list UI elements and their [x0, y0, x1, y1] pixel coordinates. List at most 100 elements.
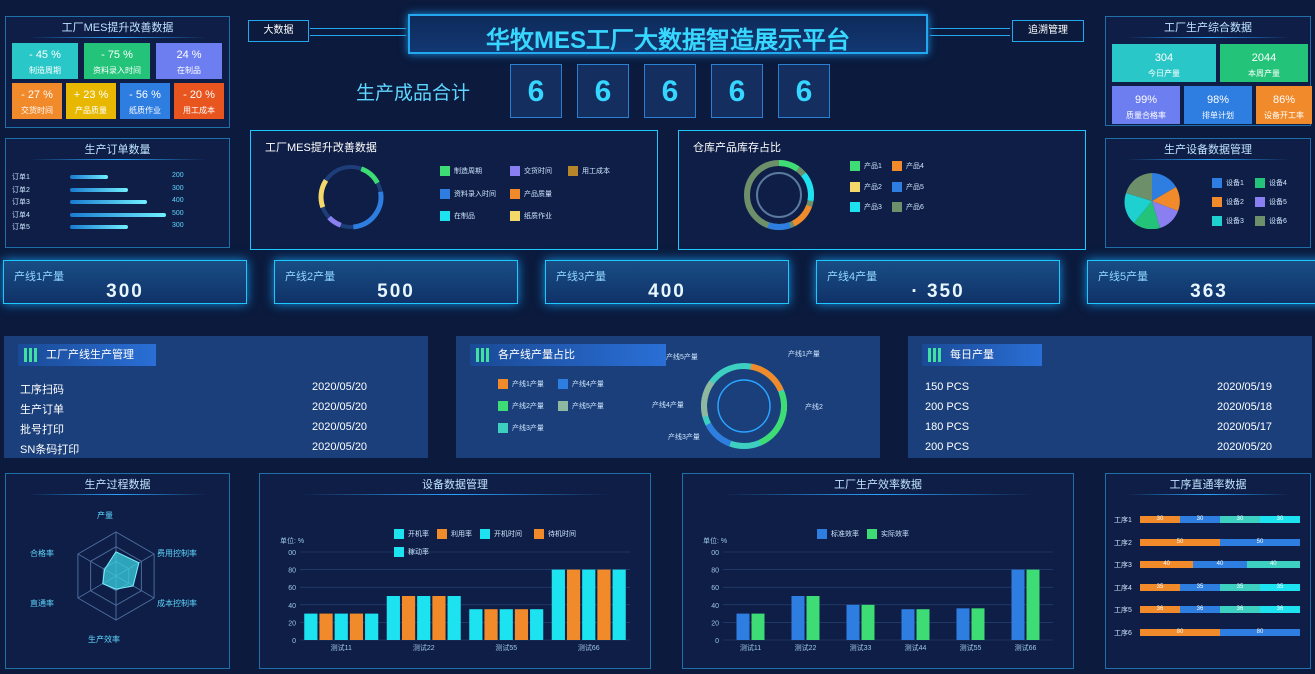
- line-share-legend-swatch: [498, 379, 508, 390]
- equipment-legend-swatch: [1255, 178, 1265, 189]
- traceability-button[interactable]: 追溯管理: [1012, 20, 1084, 42]
- factory-tile-value: 99%: [1134, 94, 1158, 106]
- improve-legend-label: 资料录入时间: [454, 191, 496, 198]
- daily-panel: 每日产量: [908, 336, 1312, 458]
- process-panel: 生产过程数据: [5, 473, 230, 669]
- radar-axis-label: 直通率: [30, 599, 54, 608]
- warehouse-legend-item: 产品5: [892, 182, 924, 193]
- bar: [432, 596, 446, 640]
- order-value: 300: [172, 184, 184, 192]
- factory-tile-value: 304: [1154, 52, 1174, 64]
- line-share-tab[interactable]: 各产线产量占比: [470, 344, 666, 366]
- bar-x-tick: 测试66: [578, 643, 600, 652]
- bar-legend-item: 开机率: [394, 529, 429, 540]
- line-share-legend-label: 产线2产量: [512, 403, 544, 410]
- page-title: 华牧MES工厂大数据智造展示平台: [485, 27, 850, 54]
- equipment-legend-item: 设备1: [1212, 178, 1244, 189]
- improve-legend-item: 产品质量: [510, 189, 552, 200]
- bar-y-tick: 40: [711, 603, 719, 610]
- improve-tile-label: 产品质量: [75, 106, 107, 115]
- improve-legend-item: 纸质作业: [510, 211, 552, 222]
- equipment-legend-item: 设备4: [1255, 178, 1287, 189]
- order-value: 400: [172, 197, 184, 204]
- total-digit: 6: [711, 64, 763, 118]
- warehouse-legend-swatch: [850, 202, 860, 213]
- bar: [334, 613, 348, 640]
- radar-axis-label: 合格率: [30, 549, 54, 558]
- radar-axis-label: 产量: [97, 511, 113, 520]
- bar: [736, 613, 750, 640]
- line-share-legend-item: 产线3产量: [498, 423, 544, 434]
- warehouse-legend-label: 产品1: [864, 163, 882, 170]
- order-value: 300: [172, 222, 184, 229]
- orders-title: 生产订单数量: [6, 141, 229, 160]
- bar-legend-item: 稼动率: [394, 547, 429, 558]
- bar: [1011, 569, 1025, 640]
- bar: [514, 609, 529, 640]
- bar: [319, 613, 333, 640]
- process-radar-chart: [77, 531, 155, 621]
- line-share-legend-swatch: [558, 401, 568, 412]
- improve-legend-label: 产品质量: [524, 191, 552, 198]
- improve-tile: - 56 % 纸质作业: [120, 83, 170, 119]
- bar: [861, 604, 875, 640]
- bar-legend-label: 利用率: [451, 531, 472, 538]
- equipment-legend-label: 设备2: [1226, 199, 1244, 206]
- improve-tile-label: 交货时间: [21, 106, 53, 115]
- improve-legend-label: 交货时间: [524, 168, 552, 175]
- factory-tile: 304 今日产量: [1112, 44, 1216, 82]
- bar-y-tick: 20: [288, 620, 296, 627]
- straight-segment: 30: [1180, 516, 1220, 523]
- improve-legend-label: 用工成本: [582, 168, 610, 175]
- bar-legend-swatch: [817, 529, 827, 540]
- daily-tab[interactable]: 每日产量: [922, 344, 1042, 366]
- straight-title: 工序直通率数据: [1106, 476, 1310, 495]
- efficiency-bar-chart: 0 20 40 60 80 00 测试11 测试22 测试33 测试44 测试55 测试66: [711, 550, 1053, 652]
- bar: [751, 613, 765, 640]
- equipment-legend-label: 设备4: [1269, 180, 1287, 187]
- bar: [386, 596, 400, 640]
- line-share-legend-label: 产线5产量: [572, 403, 604, 410]
- daily-date: 2020/05/20: [1217, 441, 1273, 453]
- bar-legend-swatch: [867, 529, 877, 540]
- improve-legend-swatch: [440, 211, 450, 222]
- line-share-legend-item: 产线1产量: [498, 379, 544, 390]
- straight-segment: 50: [1140, 538, 1220, 546]
- bar: [304, 613, 318, 640]
- bigdata-button[interactable]: 大数据: [248, 20, 309, 42]
- bar: [916, 609, 930, 640]
- bar-x-tick: 测试55: [960, 643, 982, 652]
- line-production-card: 产线4产量 · 350: [816, 260, 1060, 304]
- header-frame: [408, 14, 928, 54]
- line-mgmt-tab[interactable]: 工厂产线生产管理: [18, 344, 156, 366]
- bar: [401, 596, 416, 640]
- improve-legend-swatch: [510, 189, 520, 200]
- straight-row-label: 工序1: [1114, 517, 1132, 524]
- line-mgmt-name: SN条码打印: [20, 444, 80, 456]
- factory-tile: 99% 质量合格率: [1112, 86, 1180, 124]
- straight-row-label: 工序3: [1114, 562, 1132, 569]
- bar-y-tick: 80: [288, 568, 296, 575]
- warehouse-legend-label: 产品3: [864, 204, 882, 211]
- straight-panel: 工序直通率数据: [1105, 473, 1311, 669]
- bar: [365, 613, 379, 640]
- equip-data-bar-chart: 0 20 40 60 80 00 测试11 测试22 测试55 测试66: [288, 550, 630, 652]
- factory-tile-value: 2044: [1251, 52, 1277, 64]
- line-share-legend-swatch: [558, 379, 568, 390]
- order-label: 订单4: [12, 211, 30, 219]
- straight-row-label: 工序2: [1114, 539, 1132, 547]
- bar-legend-swatch: [534, 529, 544, 540]
- bar-y-tick: 0: [292, 638, 296, 645]
- warehouse-donut-chart: [744, 160, 814, 230]
- bar: [469, 609, 483, 640]
- improve-tile-value: - 20 %: [183, 89, 215, 101]
- line-mgmt-date: 2020/05/20: [312, 381, 368, 393]
- improve-tile: - 45 % 制造周期: [12, 43, 78, 79]
- bar: [901, 609, 915, 640]
- improve-tile: 24 % 在制品: [156, 43, 222, 79]
- line-production-value: 400: [648, 281, 686, 302]
- equipment-legend-item: 设备3: [1212, 216, 1244, 227]
- daily-qty: 200 PCS: [925, 401, 970, 413]
- line-share-panel: 各产线产量占比: [456, 336, 880, 458]
- bar-y-tick: 00: [711, 550, 719, 557]
